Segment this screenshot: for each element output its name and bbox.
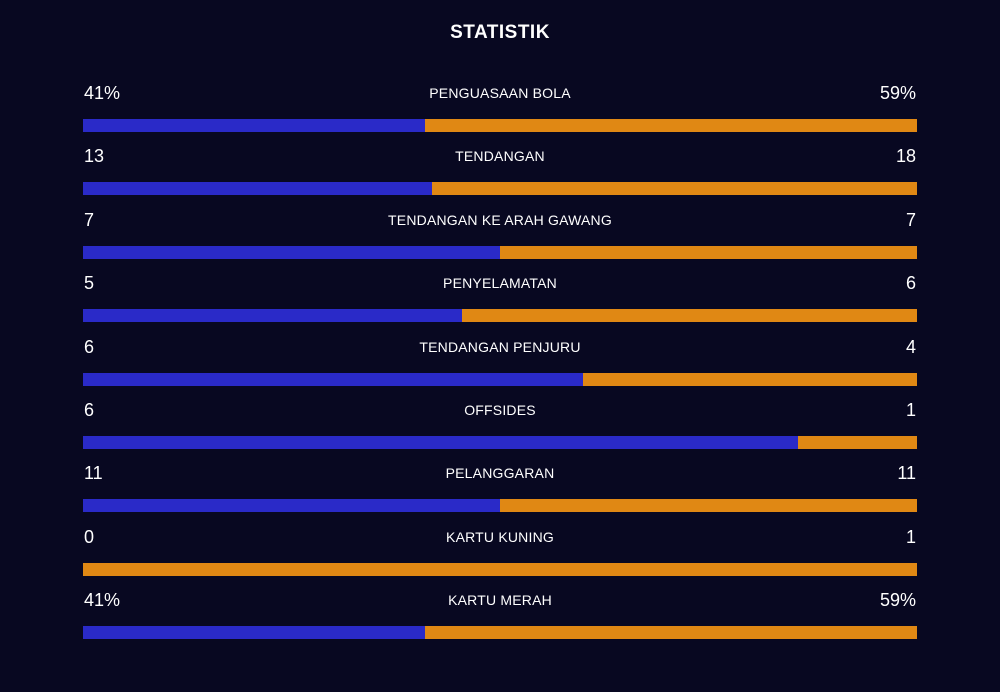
stat-row-shots: 13 TENDANGAN 18 — [83, 143, 917, 206]
stat-row-ball-possession: 41% PENGUASAAN BOLA 59% — [83, 80, 917, 143]
away-bar-segment — [432, 182, 917, 196]
home-value: 13 — [84, 146, 105, 167]
home-bar-segment — [83, 499, 500, 513]
stat-head: 5 PENYELAMATAN 6 — [83, 270, 917, 296]
stat-head: 6 OFFSIDES 1 — [83, 397, 917, 423]
comparison-bar — [83, 309, 917, 323]
stat-label: OFFSIDES — [464, 401, 536, 418]
home-bar-segment — [83, 245, 500, 259]
home-bar-segment — [83, 309, 463, 323]
panel-title: STATISTIK — [450, 22, 550, 43]
home-bar-segment — [83, 435, 798, 449]
stats-list: 41% PENGUASAAN BOLA 59% 13 TENDANGAN 18 — [83, 80, 917, 651]
stat-label: TENDANGAN — [455, 148, 545, 165]
stat-row-red-cards: 41% KARTU MERAH 59% — [83, 587, 917, 650]
comparison-bar — [83, 499, 917, 513]
comparison-bar — [83, 182, 917, 196]
stat-row-offsides: 6 OFFSIDES 1 — [83, 397, 917, 460]
away-value: 7 — [905, 209, 916, 230]
away-bar-segment — [424, 119, 917, 132]
home-bar-segment — [83, 182, 433, 196]
away-bar-segment — [462, 309, 917, 323]
away-value: 1 — [905, 399, 916, 420]
comparison-bar — [83, 245, 917, 259]
home-bar-segment — [83, 372, 584, 386]
home-value: 6 — [84, 336, 95, 357]
away-value: 4 — [905, 336, 916, 357]
stat-row-fouls: 11 PELANGGARAN 11 — [83, 460, 917, 523]
stat-head: 6 TENDANGAN PENJURU 4 — [83, 334, 917, 360]
stat-head: 11 PELANGGARAN 11 — [83, 460, 917, 486]
home-bar-segment — [83, 626, 425, 640]
stat-head: 41% PENGUASAAN BOLA 59% — [83, 80, 917, 106]
stat-label: KARTU MERAH — [448, 592, 552, 609]
stat-head: 7 TENDANGAN KE ARAH GAWANG 7 — [83, 207, 917, 233]
comparison-bar — [83, 626, 917, 640]
home-value: 41% — [84, 590, 121, 611]
away-bar-segment — [583, 372, 917, 386]
stat-row-yellow-cards: 0 KARTU KUNING 1 — [83, 524, 917, 587]
away-bar-segment — [424, 626, 917, 640]
stat-label: TENDANGAN PENJURU — [419, 338, 581, 355]
home-value: 6 — [84, 399, 95, 420]
stat-head: 41% KARTU MERAH 59% — [83, 587, 917, 613]
stat-label: PENYELAMATAN — [443, 275, 557, 292]
stat-label: KARTU KUNING — [446, 528, 554, 545]
comparison-bar — [83, 562, 917, 576]
home-bar-segment — [83, 119, 425, 132]
stat-label: PENGUASAAN BOLA — [429, 85, 571, 101]
comparison-bar — [83, 435, 917, 449]
home-value: 41% — [84, 83, 121, 103]
stat-label: TENDANGAN KE ARAH GAWANG — [388, 211, 612, 228]
away-bar-segment — [500, 245, 917, 259]
comparison-bar — [83, 372, 917, 386]
away-value: 6 — [905, 273, 916, 294]
stat-label: PELANGGARAN — [445, 465, 555, 482]
stat-row-saves: 5 PENYELAMATAN 6 — [83, 270, 917, 333]
away-bar-segment — [83, 562, 917, 576]
home-value: 0 — [84, 526, 95, 547]
comparison-bar — [83, 119, 917, 132]
away-value: 1 — [905, 526, 916, 547]
away-bar-segment — [500, 499, 917, 513]
away-value: 18 — [895, 146, 916, 167]
away-value: 59% — [879, 590, 916, 611]
away-value: 59% — [879, 83, 916, 103]
home-value: 7 — [84, 209, 95, 230]
home-value: 5 — [84, 273, 95, 294]
stat-row-corners: 6 TENDANGAN PENJURU 4 — [83, 334, 917, 397]
stat-head: 13 TENDANGAN 18 — [83, 143, 917, 169]
away-bar-segment — [797, 435, 917, 449]
away-value: 11 — [897, 463, 916, 484]
home-value: 11 — [84, 463, 103, 484]
stat-head: 0 KARTU KUNING 1 — [83, 524, 917, 550]
stat-row-shots-on-target: 7 TENDANGAN KE ARAH GAWANG 7 — [83, 207, 917, 270]
